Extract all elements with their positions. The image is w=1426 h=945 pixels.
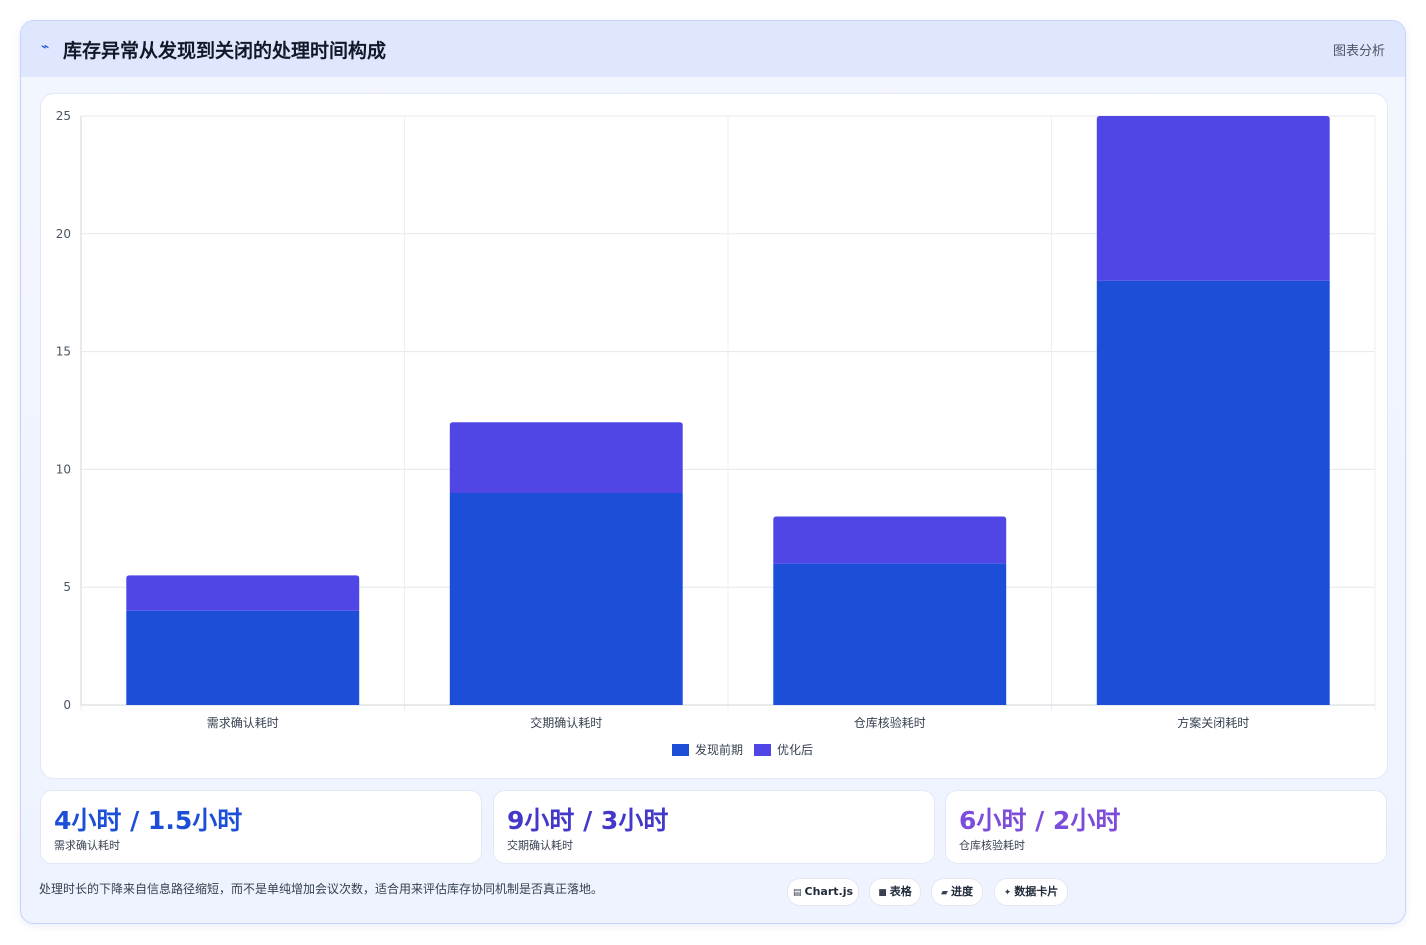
card-icon: ✦: [1003, 888, 1012, 898]
stat-label: 需求确认耗时: [54, 839, 120, 852]
x-tick-label: 需求确认耗时: [207, 716, 279, 730]
bar-segment-after: [1096, 116, 1330, 281]
y-tick-label: 0: [63, 698, 71, 712]
bar-segment-before: [449, 492, 683, 705]
chip-data-card[interactable]: ✦ 数据卡片: [994, 878, 1068, 906]
stat-value: 4小时 / 1.5小时: [54, 806, 243, 835]
table-icon: ■: [878, 888, 887, 898]
bar-segment-after: [773, 516, 1007, 564]
stat-label: 仓库核验耗时: [959, 839, 1025, 852]
x-tick-label: 仓库核验耗时: [854, 715, 926, 730]
chip-table[interactable]: ■ 表格: [869, 878, 921, 906]
legend-swatch: [672, 744, 689, 756]
x-tick-label: 交期确认耗时: [530, 715, 602, 730]
chart-card: 0 5 10 15 20 25 需求确认耗时 交期确认耗时 仓库核验耗时 方案关闭耗时发现前期 优化…: [40, 93, 1388, 779]
stat-card-warehouse: 6小时 / 2小时 仓库核验耗时: [945, 790, 1387, 864]
bar-segment-after: [126, 575, 360, 611]
trend-line-icon: ⌁: [41, 39, 50, 55]
y-tick-label: 25: [56, 109, 71, 123]
chip-label: 表格: [889, 885, 912, 898]
legend-swatch: [754, 744, 771, 756]
bar-segment-after: [449, 422, 683, 493]
chart-icon: ▤: [792, 888, 802, 898]
stat-card-demand: 4小时 / 1.5小时 需求确认耗时: [40, 790, 482, 864]
dashboard-panel: ⌁ 库存异常从发现到关闭的处理时间构成 图表分析 0 5 10 15 20 25 需求确认耗…: [20, 20, 1406, 924]
chip-label: 数据卡片: [1014, 885, 1059, 898]
y-tick-label: 5: [63, 580, 71, 594]
page-title: 库存异常从发现到关闭的处理时间构成: [63, 40, 387, 62]
footnote: 处理时长的下降来自信息路径缩短，而不是单纯增加会议次数，适合用来评估库存协同机制…: [39, 882, 604, 896]
legend-label: 发现前期: [695, 742, 743, 757]
progress-icon: ▰: [941, 888, 948, 898]
y-tick-label: 10: [56, 462, 71, 476]
chip-label: Chart.js: [804, 885, 854, 898]
y-tick-label: 15: [56, 345, 71, 359]
chip-progress[interactable]: ▰ 进度: [931, 878, 983, 906]
stat-value: 9小时 / 3小时: [507, 806, 669, 835]
chip-chartjs[interactable]: ▤ Chart.js: [787, 878, 859, 906]
chip-label: 进度: [950, 885, 973, 898]
legend-label: 优化后: [777, 743, 813, 757]
x-tick-label: 方案关闭耗时: [1177, 715, 1249, 730]
panel-header: ⌁ 库存异常从发现到关闭的处理时间构成 图表分析: [21, 21, 1405, 77]
chart-analysis-tag: 图表分析: [1332, 44, 1385, 59]
stat-label: 交期确认耗时: [507, 839, 573, 852]
stat-value: 6小时 / 2小时: [959, 806, 1121, 835]
bar-segment-before: [126, 610, 360, 705]
bar-segment-before: [773, 563, 1007, 705]
y-tick-label: 20: [56, 227, 71, 241]
bar-segment-before: [1096, 280, 1330, 705]
stat-card-delivery: 9小时 / 3小时 交期确认耗时: [493, 790, 935, 864]
